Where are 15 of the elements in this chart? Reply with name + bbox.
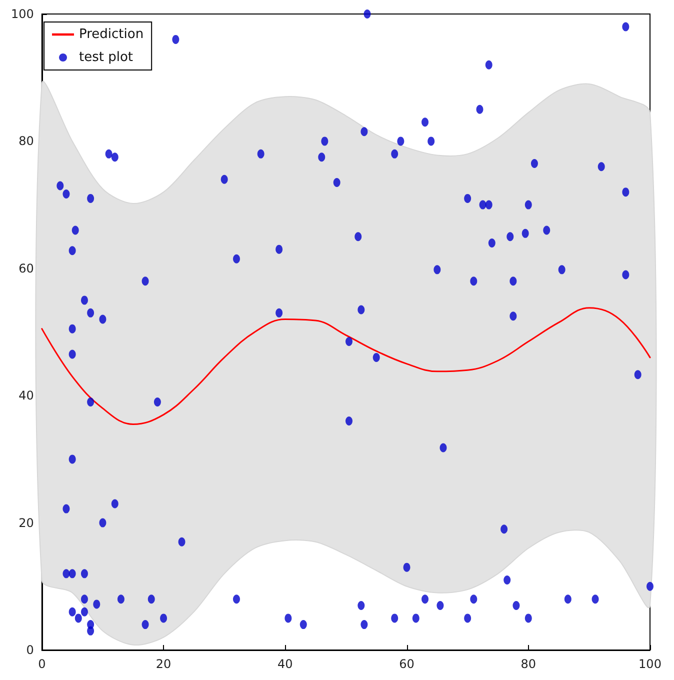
line-series bbox=[41, 307, 651, 425]
y-tick-label: 100 bbox=[11, 7, 34, 21]
x-tick-label: 80 bbox=[520, 657, 536, 671]
y-tick-label: 80 bbox=[18, 134, 34, 148]
y-tick-label: 0 bbox=[26, 643, 34, 657]
x-tick-label: 20 bbox=[156, 657, 172, 671]
x-tick-label: 0 bbox=[38, 657, 46, 671]
x-tick-label: 100 bbox=[638, 657, 662, 671]
x-tick-label: 40 bbox=[278, 657, 293, 671]
legend-label: Prediction bbox=[79, 27, 144, 42]
y-tick-label: 40 bbox=[18, 388, 34, 403]
y-tick-label: 60 bbox=[18, 261, 34, 276]
y-tick-label: 20 bbox=[18, 516, 34, 530]
legend-label: test plot bbox=[79, 50, 134, 65]
x-tick-label: 60 bbox=[399, 657, 414, 671]
